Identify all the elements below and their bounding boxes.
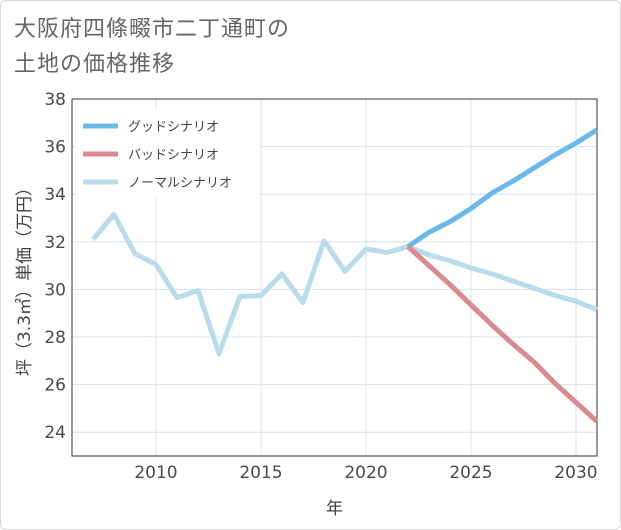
y-tick-label: 36 [44, 138, 66, 158]
y-tick-label: 28 [44, 328, 66, 348]
series-line-1 [406, 127, 599, 249]
y-tick-label: 38 [44, 90, 66, 110]
y-tick-labels: 24 26 28 30 32 34 36 38 [44, 90, 66, 443]
y-tick-label: 34 [44, 185, 66, 205]
series-lines [91, 127, 599, 424]
y-axis-label: 坪（3.3㎡）単価（万円） [15, 179, 35, 376]
plot-border [71, 98, 598, 457]
legend-label: バッドシナリオ [128, 148, 219, 163]
legend-label: ノーマルシナリオ [128, 176, 232, 191]
chart-title-line1: 大阪府四條畷市二丁通町の [14, 17, 291, 42]
y-tick-label: 24 [44, 423, 66, 443]
x-tick-label: 2030 [554, 463, 597, 483]
series-line-2 [406, 244, 599, 424]
legend-label: グッドシナリオ [128, 120, 219, 135]
chart-title: 大阪府四條畷市二丁通町の 土地の価格推移 [14, 12, 434, 82]
y-tick-label: 26 [44, 376, 66, 396]
y-tick-label: 32 [44, 233, 66, 253]
x-tick-label: 2015 [239, 463, 282, 483]
x-tick-label: 2020 [344, 463, 387, 483]
x-tick-label: 2010 [134, 463, 177, 483]
chart-title-line2: 土地の価格推移 [14, 52, 176, 77]
y-tick-label: 30 [44, 280, 66, 300]
series-line-3 [91, 211, 598, 357]
x-tick-label: 2025 [449, 463, 492, 483]
x-tick-labels: 2010 2015 2020 2025 2030 [134, 463, 597, 483]
x-axis-label: 年 [326, 499, 343, 519]
